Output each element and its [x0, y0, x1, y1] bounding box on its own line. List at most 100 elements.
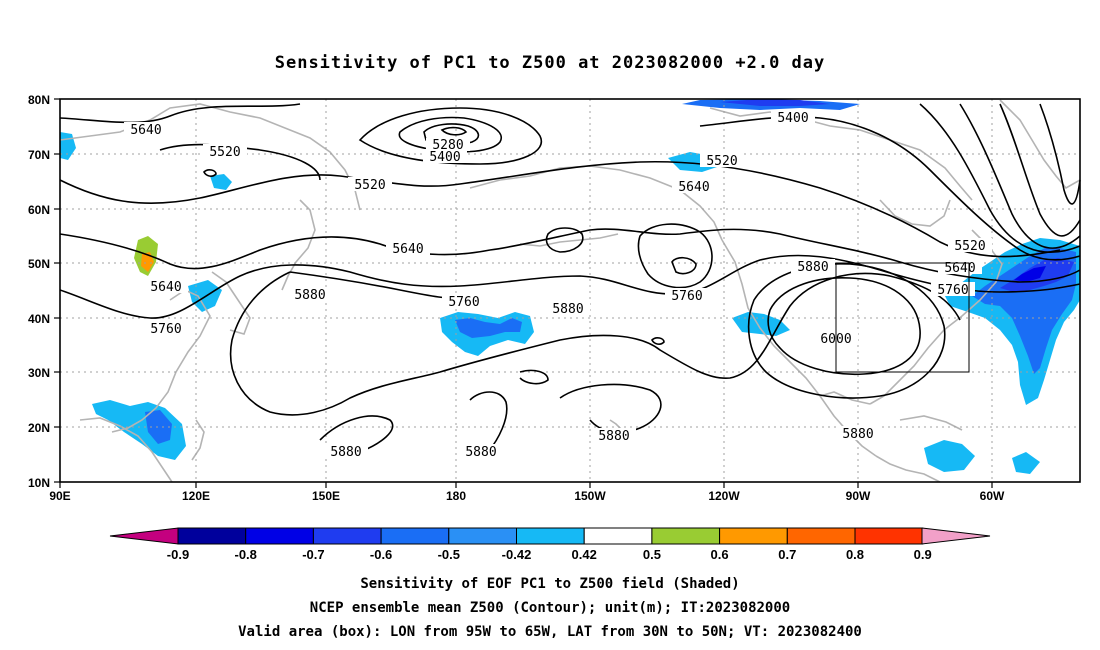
- colorbar-arrow-left: [109, 527, 179, 545]
- grid-lines: [60, 99, 1080, 482]
- contour-label: 5880: [324, 444, 368, 460]
- lon-label: 150E: [312, 489, 340, 503]
- colorbar-label: 0.5: [643, 547, 661, 562]
- contour-label: 5400: [423, 149, 467, 165]
- colorbar-label: 0.42: [572, 547, 597, 562]
- contour-label: 5520: [203, 144, 247, 160]
- contour-label: 5640: [386, 241, 430, 257]
- lon-label: 150W: [574, 489, 606, 503]
- lat-label: 70N: [28, 148, 50, 162]
- svg-text:5880: 5880: [465, 445, 496, 460]
- map-panel: 5640 5520 5280 5400 5520 5400 5520 5640 …: [28, 93, 1081, 503]
- svg-text:5880: 5880: [294, 288, 325, 303]
- contour-5640-north: [59, 103, 301, 124]
- svg-text:5520: 5520: [209, 145, 240, 160]
- contour-label: 5880: [836, 426, 880, 442]
- colorbar-label: -0.8: [234, 547, 256, 562]
- caption-line-3: Valid area (box): LON from 95W to 65W, L…: [238, 624, 862, 640]
- shade-arctic-deep: [720, 99, 830, 106]
- coastlines: [59, 99, 1081, 483]
- contour-5280-low: [398, 116, 503, 153]
- lat-label: 20N: [28, 421, 50, 435]
- svg-text:5880: 5880: [842, 427, 873, 442]
- lon-label: 60W: [980, 489, 1005, 503]
- svg-text:5880: 5880: [552, 302, 583, 317]
- contour-labels: 5640 5520 5280 5400 5520 5400 5520 5640 …: [130, 111, 992, 460]
- svg-text:5520: 5520: [954, 239, 985, 254]
- lon-label: 180: [446, 489, 466, 503]
- contour-5040-low: [440, 126, 468, 136]
- contour-closed-small-1: [545, 227, 584, 253]
- svg-text:5520: 5520: [706, 154, 737, 169]
- colorbar-segment: [516, 527, 585, 545]
- svg-text:5640: 5640: [130, 123, 161, 138]
- contour-5640-main: [59, 228, 1081, 283]
- contour-closed-small-3: [651, 337, 665, 345]
- contour-label: 5520: [348, 177, 392, 193]
- coast-japan: [211, 271, 251, 335]
- contour-greenland-3: [999, 103, 1081, 237]
- contour-label: 5760: [144, 321, 188, 337]
- longitude-labels: 90E 120E 150E 180 150W 120W 90W 60W: [49, 489, 1005, 503]
- lat-label: 10N: [28, 476, 50, 490]
- contour-5880-south-4: [519, 369, 549, 385]
- shade-okhotsk-blob: [210, 174, 232, 190]
- coast-hudson: [879, 199, 951, 227]
- lon-label: 90W: [846, 489, 871, 503]
- shade-carib-right: [1012, 452, 1040, 474]
- contour-label: 5880: [592, 428, 636, 444]
- svg-text:5640: 5640: [678, 180, 709, 195]
- shade-china-orange: [141, 252, 154, 272]
- shade-asia-south-mid: [145, 410, 172, 444]
- map-frame: [59, 98, 1081, 483]
- colorbar-label: -0.9: [167, 547, 189, 562]
- contour-label: 5760: [931, 282, 975, 298]
- z500-contours: [59, 103, 1081, 453]
- coast-greenland: [999, 99, 1081, 190]
- colorbar-segment: [651, 527, 721, 545]
- contour-label: 5880: [791, 259, 835, 275]
- contour-label: 5520: [948, 238, 992, 254]
- colorbar-segment: [786, 527, 856, 545]
- contour-5880-south-2: [469, 391, 508, 453]
- colorbar-segment: [312, 527, 382, 545]
- svg-text:5400: 5400: [429, 150, 460, 165]
- contour-5760-main: [59, 254, 1081, 319]
- colorbar-arrow-right: [921, 527, 991, 545]
- contour-label: 5520: [700, 153, 744, 169]
- shade-pacific-blob-mid: [455, 318, 522, 338]
- lon-label: 120E: [182, 489, 210, 503]
- coast-east-asia: [111, 289, 211, 433]
- svg-text:5760: 5760: [448, 295, 479, 310]
- lat-label: 40N: [28, 312, 50, 326]
- contour-closed-small-4: [203, 169, 217, 177]
- valid-area-box: [835, 262, 970, 373]
- svg-text:5880: 5880: [330, 445, 361, 460]
- svg-text:5760: 5760: [671, 289, 702, 304]
- contour-5880-south-1: [319, 415, 394, 453]
- colorbar-label: 0.8: [846, 547, 864, 562]
- contour-5880-high: [747, 263, 946, 399]
- coast-arctic-canada: [709, 107, 973, 201]
- colorbar-label: 0.6: [711, 547, 729, 562]
- contour-5760-loop: [637, 223, 713, 289]
- contour-5520-asia: [59, 160, 1061, 258]
- colorbar-label: 0.7: [778, 547, 796, 562]
- colorbar-label: 0.9: [914, 547, 932, 562]
- tick-marks: [54, 98, 993, 488]
- colorbar-segment: [380, 527, 450, 545]
- contour-label: 5880: [459, 444, 503, 460]
- coast-aleutians: [519, 233, 619, 247]
- coast-gulf: [819, 391, 871, 405]
- colorbar-segment: [448, 527, 517, 545]
- colorbar-label: -0.42: [502, 547, 532, 562]
- caption-line-1: Sensitivity of EOF PC1 to Z500 field (Sh…: [360, 576, 739, 592]
- shade-atlantic-core: [1014, 266, 1046, 282]
- lon-label: 120W: [708, 489, 740, 503]
- contour-label: 5880: [288, 287, 332, 303]
- contour-label: 5640: [938, 260, 982, 276]
- lat-label: 30N: [28, 366, 50, 380]
- contour-label: 5760: [442, 294, 486, 310]
- colorbar: -0.9 -0.8 -0.7 -0.6 -0.5 -0.42 0.42 0.5 …: [109, 527, 991, 562]
